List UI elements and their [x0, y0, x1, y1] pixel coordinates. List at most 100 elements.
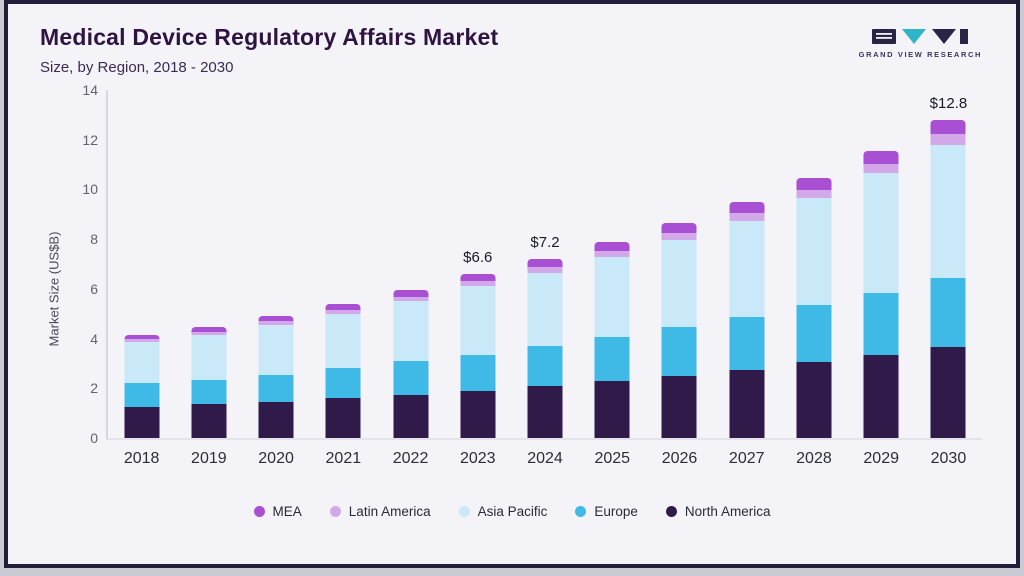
legend-dot-icon	[329, 506, 341, 517]
bar-stack	[460, 90, 496, 438]
bar-segment-mea	[325, 303, 361, 310]
bar-segment-north-america	[325, 398, 361, 438]
x-tick-label: 2025	[594, 450, 631, 467]
bar-segment-asia-pacific	[191, 334, 227, 380]
x-tick-label: 2022	[392, 450, 429, 467]
bar-segment-europe	[729, 317, 765, 370]
bar-stack	[258, 90, 294, 438]
bar-segment-mea	[124, 334, 160, 340]
x-tick-label: 2030	[930, 450, 967, 467]
bar-column-2024: $7.2 2024	[511, 90, 578, 467]
bar-segment-asia-pacific	[930, 144, 966, 278]
bar-segment-latin-america	[594, 250, 630, 257]
bar-segment-mea	[393, 290, 429, 297]
bar-column-2028: 2028	[780, 90, 847, 467]
bar-segment-north-america	[796, 362, 832, 438]
x-tick-label: 2026	[661, 450, 698, 467]
bar-segment-mea	[796, 178, 832, 190]
bar-stack	[930, 90, 966, 438]
bar-segment-asia-pacific	[729, 220, 765, 318]
bar-segment-latin-america	[729, 213, 765, 221]
bar-segment-mea	[930, 119, 966, 135]
legend-label: North America	[684, 504, 771, 519]
plot-area: 0 2 4 6 8 10 12 14 2018 2019 2020 2021 2022 $6.6 2023 $…	[82, 83, 982, 467]
bar-segment-latin-america	[258, 321, 294, 325]
bar-segment-latin-america	[124, 339, 160, 343]
bar-segment-north-america	[729, 369, 765, 438]
y-tick-label: 8	[90, 231, 98, 248]
y-tick-label: 4	[90, 330, 98, 347]
legend-item-latin-america: Latin America	[329, 504, 431, 519]
bar-segment-latin-america	[863, 163, 899, 174]
bar-segment-asia-pacific	[460, 286, 496, 355]
bar-segment-mea	[661, 223, 697, 234]
bar-segment-north-america	[124, 406, 160, 438]
y-tick-label: 6	[90, 280, 98, 297]
bar-segment-mea	[191, 326, 227, 332]
bar-column-2022: 2022	[377, 90, 444, 467]
bar-value-annotation: $6.6	[463, 248, 493, 266]
bar-segment-europe	[930, 277, 966, 348]
legend-dot-icon	[665, 506, 677, 517]
bar-segment-latin-america	[191, 331, 227, 335]
legend-dot-icon	[575, 506, 587, 517]
bar-segment-asia-pacific	[661, 240, 697, 328]
bar-segment-asia-pacific	[863, 173, 899, 293]
bar-column-2026: 2026	[646, 90, 713, 467]
y-tick-label: 12	[82, 131, 98, 148]
bar-segment-asia-pacific	[594, 256, 630, 338]
bar-segment-mea	[258, 315, 294, 322]
bar-segment-asia-pacific	[258, 324, 294, 375]
bar-segment-north-america	[258, 401, 294, 438]
bar-column-2030: $12.8 2030	[915, 90, 982, 467]
bar-segment-asia-pacific	[393, 301, 429, 361]
bar-segment-europe	[191, 379, 227, 405]
bar-segment-mea	[594, 241, 630, 251]
bar-segment-north-america	[527, 385, 563, 438]
x-tick-label: 2029	[863, 450, 899, 467]
x-tick-label: 2019	[191, 450, 227, 467]
bar-column-2021: 2021	[310, 90, 377, 467]
bar-segment-europe	[460, 354, 496, 391]
bar-value-annotation: $7.2	[530, 234, 560, 252]
brand-logo: GRAND VIEW RESEARCH	[859, 28, 982, 59]
brand-logo-text: GRAND VIEW RESEARCH	[858, 50, 982, 59]
x-tick-label: 2018	[123, 450, 160, 467]
bar-stack	[124, 90, 160, 438]
x-tick-label: 2024	[527, 450, 563, 467]
bar-segment-europe	[527, 346, 563, 386]
y-tick-label: 0	[90, 430, 98, 446]
bar-segment-latin-america	[527, 267, 563, 273]
legend-dot-icon	[458, 506, 470, 517]
title-block: Medical Device Regulatory Affairs Market…	[40, 24, 498, 76]
bar-stack	[729, 90, 765, 438]
legend-item-north-america: North America	[665, 504, 771, 519]
bar-stack	[594, 90, 630, 438]
bar-segment-asia-pacific	[124, 342, 160, 384]
bar-stack	[661, 90, 697, 438]
legend-dot-icon	[253, 506, 265, 517]
bar-segment-latin-america	[460, 281, 496, 287]
bar-segment-europe	[258, 374, 294, 402]
bar-segment-mea	[527, 259, 563, 268]
x-tick-label: 2028	[796, 450, 832, 467]
bar-stack	[393, 90, 429, 438]
legend-item-europe: Europe	[575, 504, 638, 519]
bar-column-2025: 2025	[579, 90, 646, 467]
x-tick-label: 2027	[728, 450, 765, 467]
bar-segment-europe	[325, 368, 361, 399]
bar-segment-north-america	[863, 354, 899, 438]
page-title: Medical Device Regulatory Affairs Market	[40, 24, 499, 50]
bar-column-2019: 2019	[175, 90, 242, 467]
legend-item-mea: MEA	[253, 504, 302, 519]
bar-stack	[796, 90, 832, 438]
bar-column-2029: 2029	[848, 90, 915, 467]
bar-stack	[863, 90, 899, 438]
y-tick-label: 14	[82, 82, 98, 98]
bar-stack	[325, 90, 361, 438]
bar-segment-latin-america	[325, 309, 361, 314]
bar-segment-mea	[460, 273, 496, 282]
bar-segment-europe	[393, 360, 429, 395]
bar-segment-latin-america	[796, 189, 832, 199]
bar-column-2027: 2027	[713, 90, 780, 467]
